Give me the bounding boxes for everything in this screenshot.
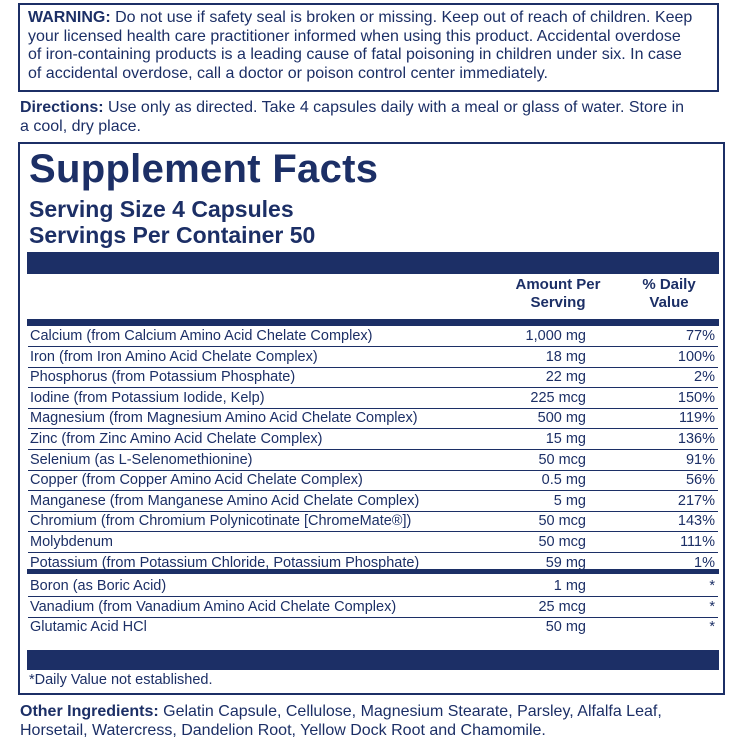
amount-per-serving: 59 mg bbox=[545, 554, 586, 571]
amount-header-line-1: Amount Per bbox=[515, 276, 601, 293]
table-row: Iodine (from Potassium Iodide, Kelp) 225 … bbox=[28, 388, 718, 409]
other-ingredients-line-1: Other Ingredients: Gelatin Capsule, Cell… bbox=[20, 703, 725, 722]
daily-value: 1% bbox=[694, 554, 715, 571]
nutrient-name: Boron (as Boric Acid) bbox=[30, 578, 167, 594]
daily-value: 91% bbox=[685, 451, 715, 468]
amount-per-serving: 18 mg bbox=[545, 348, 586, 365]
nutrient-name: Zinc (from Zinc Amino Acid Chelate Compl… bbox=[30, 431, 323, 447]
daily-value: 217% bbox=[677, 492, 715, 509]
nutrient-name: Potassium (from Potassium Chloride, Pota… bbox=[30, 554, 420, 571]
nutrient-name: Manganese (from Manganese Amino Acid Che… bbox=[30, 492, 420, 509]
table-row: Boron (as Boric Acid) 1 mg * bbox=[28, 576, 718, 597]
warning-line-4: of accidental overdose, call a doctor or… bbox=[28, 64, 548, 82]
table-row: Vanadium (from Vanadium Amino Acid Chela… bbox=[28, 597, 718, 618]
nutrient-name: Iodine (from Potassium Iodide, Kelp) bbox=[30, 389, 265, 406]
footnote: *Daily Value not established. bbox=[29, 672, 213, 688]
daily-value: 2% bbox=[694, 369, 715, 386]
nutrient-name: Chromium (from Chromium Polynicotinate [… bbox=[30, 513, 412, 530]
amount-per-serving: 50 mcg bbox=[538, 534, 586, 550]
nutrient-name: Phosphorus (from Potassium Phosphate) bbox=[30, 369, 296, 386]
table-row: Calcium (from Calcium Amino Acid Chelate… bbox=[28, 326, 718, 347]
table-row: Phosphorus (from Potassium Phosphate) 22 … bbox=[28, 367, 718, 389]
nutrient-name: Glutamic Acid HCl bbox=[30, 619, 147, 636]
daily-value: 111% bbox=[680, 534, 715, 550]
nutrient-name: Vanadium (from Vanadium Amino Acid Chela… bbox=[30, 598, 397, 615]
amount-per-serving: 50 mcg bbox=[538, 451, 586, 468]
table-row: Iron (from Iron Amino Acid Chelate Compl… bbox=[28, 347, 718, 368]
table-row: Magnesium (from Magnesium Amino Acid Che… bbox=[28, 408, 718, 430]
warning-line-2: your licensed health care practitioner i… bbox=[28, 27, 681, 45]
directions-line-2: a cool, dry place. bbox=[20, 118, 141, 135]
warning-line-1: WARNING: Do not use if safety seal is br… bbox=[28, 9, 709, 28]
daily-value: 150% bbox=[677, 389, 715, 406]
amount-header-line-2: Serving bbox=[530, 294, 586, 311]
daily-value: 143% bbox=[677, 513, 715, 530]
other-ingredients-line-2: Horsetail, Watercress, Dandelion Root, Y… bbox=[20, 721, 546, 739]
amount-per-serving: 5 mg bbox=[553, 492, 586, 509]
nutrient-name: Copper (from Copper Amino Acid Chelate C… bbox=[30, 472, 363, 489]
warning-label: WARNING: bbox=[28, 9, 111, 26]
amount-per-serving-header: Amount Per Serving bbox=[506, 276, 610, 312]
directions: Directions: Use only as directed. Take 4… bbox=[20, 98, 725, 136]
warning-box: WARNING: Do not use if safety seal is br… bbox=[18, 3, 719, 92]
thick-rule-bottom bbox=[27, 650, 719, 670]
daily-value: * bbox=[709, 598, 715, 615]
table-row: Zinc (from Zinc Amino Acid Chelate Compl… bbox=[28, 429, 718, 450]
daily-value: * bbox=[709, 578, 715, 594]
dv-header-line-1: % Daily bbox=[642, 276, 696, 293]
nutrient-name: Molybdenum bbox=[30, 534, 114, 550]
amount-per-serving: 15 mg bbox=[545, 431, 586, 447]
table-row: Manganese (from Manganese Amino Acid Che… bbox=[28, 491, 718, 512]
amount-per-serving: 1 mg bbox=[553, 578, 586, 594]
amount-per-serving: 0.5 mg bbox=[541, 472, 586, 489]
dv-header-line-2: Value bbox=[649, 294, 689, 311]
daily-value: 100% bbox=[677, 348, 715, 365]
directions-line-1: Directions: Use only as directed. Take 4… bbox=[20, 98, 725, 117]
table-row: Copper (from Copper Amino Acid Chelate C… bbox=[28, 470, 718, 492]
thin-bar-divider bbox=[27, 569, 719, 574]
nutrient-name: Calcium (from Calcium Amino Acid Chelate… bbox=[30, 328, 373, 344]
amount-per-serving: 50 mcg bbox=[538, 513, 586, 530]
other-ingredients: Other Ingredients: Gelatin Capsule, Cell… bbox=[20, 703, 725, 740]
table-row: Selenium (as L-Selenomethionine) 50 mcg 91… bbox=[28, 450, 718, 471]
daily-value-header: % Daily Value bbox=[624, 276, 714, 312]
nutrient-name: Magnesium (from Magnesium Amino Acid Che… bbox=[30, 410, 418, 427]
daily-value: 77% bbox=[685, 328, 715, 344]
serving-size: Serving Size 4 Capsules bbox=[29, 196, 294, 222]
servings-per-container: Servings Per Container 50 bbox=[29, 222, 316, 248]
daily-value: 56% bbox=[685, 472, 715, 489]
other-ingredients-text-1: Gelatin Capsule, Cellulose, Magnesium St… bbox=[158, 703, 662, 720]
table-row: Molybdenum 50 mcg 111% bbox=[28, 532, 718, 553]
daily-value: * bbox=[709, 619, 715, 636]
medium-rule bbox=[27, 319, 719, 326]
amount-per-serving: 1,000 mg bbox=[525, 328, 586, 344]
daily-value: 136% bbox=[677, 431, 715, 447]
daily-value: 119% bbox=[678, 410, 715, 427]
amount-per-serving: 225 mcg bbox=[530, 389, 586, 406]
supplement-facts-title: Supplement Facts bbox=[29, 147, 379, 191]
amount-per-serving: 22 mg bbox=[545, 369, 586, 386]
nutrient-name: Iron (from Iron Amino Acid Chelate Compl… bbox=[30, 348, 318, 365]
amount-per-serving: 50 mg bbox=[545, 619, 586, 636]
warning-line-3: of iron-containing products is a leading… bbox=[28, 46, 682, 64]
table-row: Chromium (from Chromium Polynicotinate [… bbox=[28, 511, 718, 533]
directions-label: Directions: bbox=[20, 99, 104, 116]
directions-text-1: Use only as directed. Take 4 capsules da… bbox=[103, 99, 685, 116]
supplement-facts-panel: Supplement Facts Serving Size 4 Capsules… bbox=[18, 142, 725, 695]
table-row: Potassium (from Potassium Chloride, Pota… bbox=[28, 553, 718, 574]
amount-per-serving: 500 mg bbox=[537, 410, 586, 427]
nutrient-name: Selenium (as L-Selenomethionine) bbox=[30, 451, 253, 468]
thick-rule-top bbox=[27, 252, 719, 274]
other-ingredients-label: Other Ingredients: bbox=[20, 703, 159, 720]
table-row: Glutamic Acid HCl 50 mg * bbox=[28, 617, 718, 638]
amount-per-serving: 25 mcg bbox=[538, 598, 586, 615]
warning-text-1: Do not use if safety seal is broken or m… bbox=[110, 9, 693, 26]
